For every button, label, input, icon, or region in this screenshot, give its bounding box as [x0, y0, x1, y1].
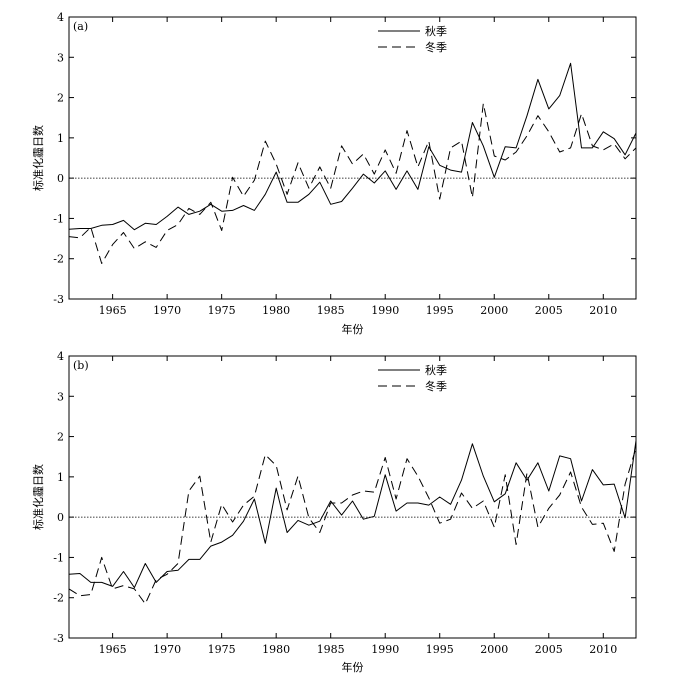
x-tick-label: 2005	[535, 304, 563, 317]
panel-a: -3 -2 -1 0 1 2 3 4 1965 1970 1975 1980 1985 1990 1995 2…	[31, 11, 637, 336]
y-tick-label: 1	[57, 471, 64, 484]
legend-label: 冬季	[425, 40, 447, 54]
x-tick-label: 1970	[153, 643, 181, 656]
panel-label: (a)	[73, 20, 88, 33]
y-tick-label: 0	[57, 172, 64, 185]
legend-label: 冬季	[425, 379, 447, 393]
series-line-autumn	[68, 440, 637, 589]
y-tick-label: 2	[57, 92, 64, 105]
x-tick-label: 1975	[208, 643, 236, 656]
x-tick-label: 1995	[426, 643, 454, 656]
y-tick-label: -2	[53, 592, 64, 605]
y-tick-label: 4	[57, 350, 64, 363]
plot-frame	[68, 16, 637, 300]
y-tick-label: 0	[57, 511, 64, 524]
x-tick-label: 2000	[480, 643, 508, 656]
x-tick-label: 1965	[99, 643, 127, 656]
y-axis-label: 标准化霾日数	[31, 125, 45, 191]
x-tick-label: 2000	[480, 304, 508, 317]
y-tick-label: -3	[53, 632, 64, 645]
legend-label: 秋季	[425, 24, 447, 38]
x-tick-label: 1990	[371, 643, 399, 656]
y-tick-label: 1	[57, 132, 64, 145]
x-axis-label: 年份	[342, 322, 364, 336]
x-tick-label: 2005	[535, 643, 563, 656]
x-tick-label: 1970	[153, 304, 181, 317]
x-tick-label: 1980	[262, 643, 290, 656]
series-line-autumn	[68, 62, 637, 231]
y-tick-label: -2	[53, 253, 64, 266]
y-tick-label: 3	[57, 390, 64, 403]
legend-label: 秋季	[425, 363, 447, 377]
x-tick-label: 1980	[262, 304, 290, 317]
x-tick-label: 2010	[589, 643, 617, 656]
series-line-winter	[68, 447, 637, 605]
plot-frame	[68, 355, 637, 639]
y-tick-label: -1	[53, 551, 64, 564]
panel-label: (b)	[73, 359, 89, 372]
x-tick-label: 1965	[99, 304, 127, 317]
panel-b: -3 -2 -1 0 1 2 3 4 1965 1970 1975 1980 1985 1990 1995 2…	[31, 350, 637, 674]
y-tick-label: 4	[57, 11, 64, 24]
x-tick-label: 1990	[371, 304, 399, 317]
y-tick-label: -3	[53, 293, 64, 306]
x-tick-label: 1985	[317, 304, 345, 317]
x-tick-label: 1985	[317, 643, 345, 656]
y-tick-label: 3	[57, 51, 64, 64]
x-tick-label: 1975	[208, 304, 236, 317]
y-tick-label: 2	[57, 431, 64, 444]
y-tick-label: -1	[53, 212, 64, 225]
y-axis-label: 标准化霾日数	[31, 464, 45, 530]
x-tick-label: 1995	[426, 304, 454, 317]
series-line-winter	[68, 103, 637, 264]
x-tick-label: 2010	[589, 304, 617, 317]
x-axis-label: 年份	[342, 660, 364, 674]
